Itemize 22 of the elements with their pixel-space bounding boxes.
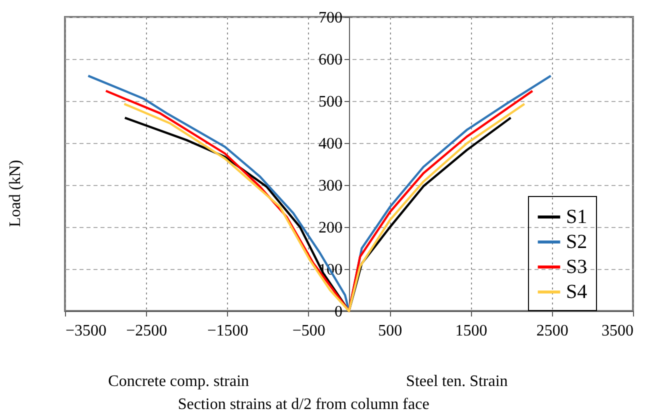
x-tick-label: 500: [378, 322, 402, 340]
legend-label: S3: [566, 256, 588, 278]
text: Concrete comp. strain: [108, 373, 250, 390]
legend-label: S4: [566, 281, 588, 303]
x-tick-label: −2500: [126, 322, 168, 340]
x-tick-label: 2500: [536, 322, 568, 340]
legend-label: S1: [566, 206, 588, 228]
y-tick-label: 300: [318, 178, 342, 194]
y-axis-title: Load (kN): [7, 160, 24, 227]
y-tick-label: 600: [318, 52, 342, 68]
x-tick-label: −3500: [66, 322, 107, 340]
x-tick-label: 3500: [602, 322, 634, 340]
y-tick-label: 700: [318, 10, 342, 26]
y-tick-label: 200: [318, 220, 342, 236]
text: Steel ten. Strain: [406, 373, 508, 390]
x-tick-label: −1500: [207, 322, 248, 340]
y-tick-label: 500: [318, 94, 342, 110]
x-axis-title: Section strains at d/2 from column face: [178, 396, 430, 413]
x-tick-label: −500: [292, 322, 326, 340]
y-tick-label: 400: [318, 136, 342, 152]
legend-label: S2: [566, 231, 588, 253]
x-tick-label: 1500: [455, 322, 488, 340]
